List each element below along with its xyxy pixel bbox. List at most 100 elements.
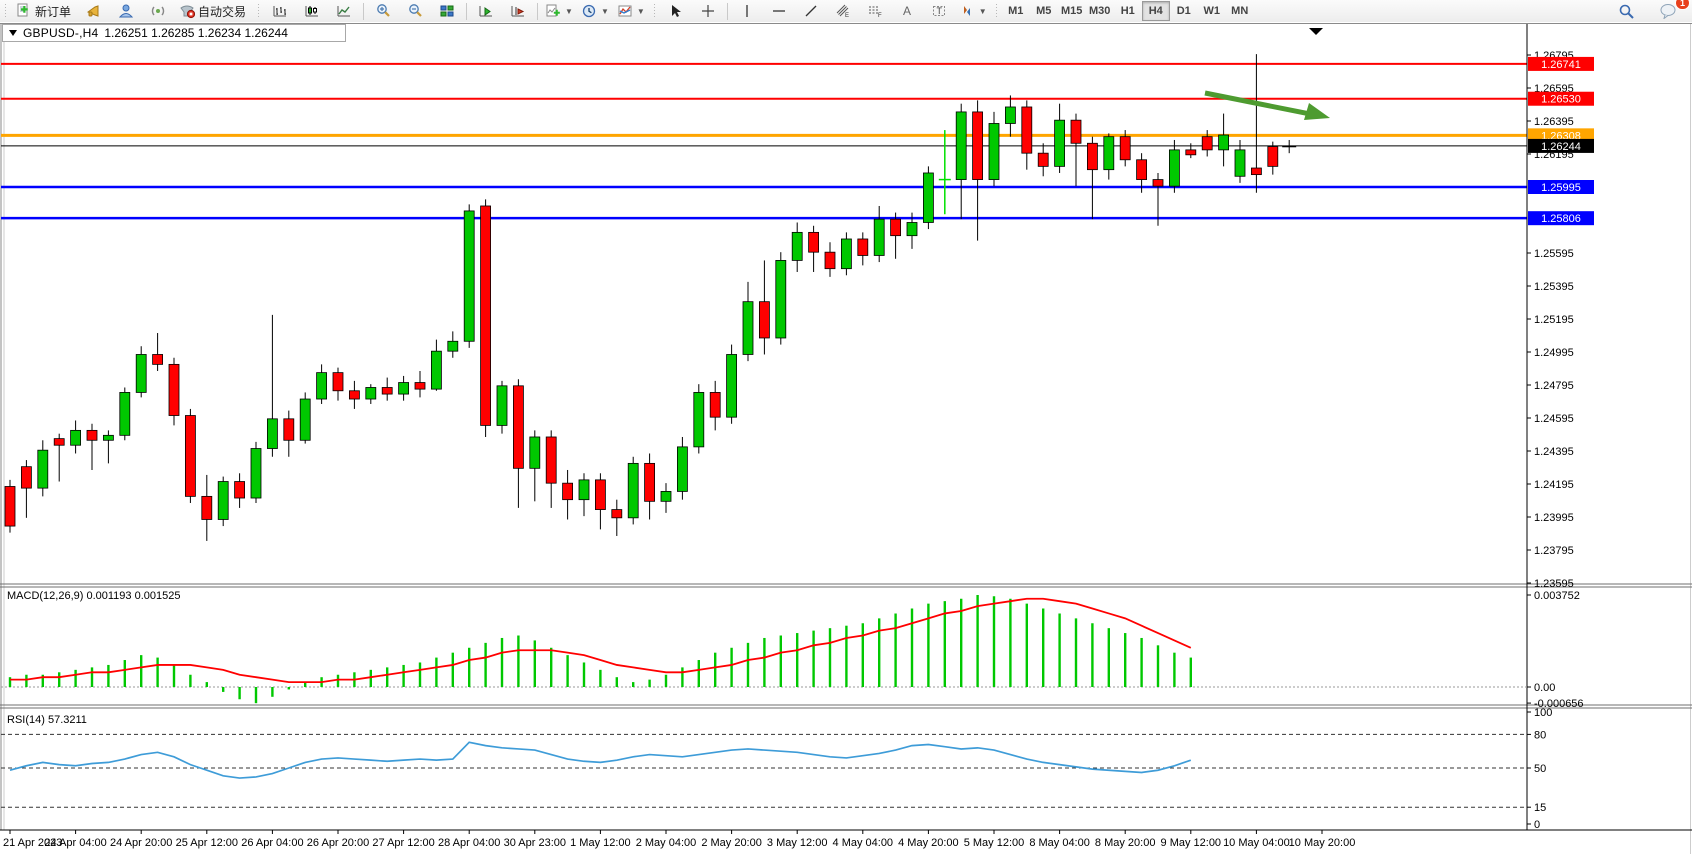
svg-text:0.003752: 0.003752 <box>1534 590 1580 602</box>
chart-frame <box>0 22 1692 854</box>
crosshair-icon <box>700 3 716 19</box>
trendline-icon <box>803 3 819 19</box>
periods-button[interactable]: ▼ <box>577 0 613 22</box>
svg-text:1.26530: 1.26530 <box>1541 94 1581 106</box>
equidistant-channel-button[interactable]: E <box>827 0 859 22</box>
text-label-icon: T <box>931 3 947 19</box>
chart-shift-button[interactable] <box>502 0 534 22</box>
crosshair-button[interactable] <box>692 0 724 22</box>
vertical-line-button[interactable] <box>731 0 763 22</box>
svg-text:A: A <box>903 4 911 18</box>
new-chart-icon <box>545 3 561 19</box>
toolbar-grip[interactable] <box>255 3 263 19</box>
toolbar-grip[interactable] <box>2 3 9 19</box>
svg-text:1.24195: 1.24195 <box>1534 479 1574 491</box>
timeframe-M1[interactable]: M1 <box>1008 5 1024 17</box>
chat-badge: 1 <box>1674 0 1690 10</box>
horizontal-line-button[interactable] <box>763 0 795 22</box>
svg-text:50: 50 <box>1534 763 1546 775</box>
zoom-out-icon <box>407 3 423 19</box>
market-watch-button[interactable] <box>78 0 110 22</box>
new-order-label: 新订单 <box>35 4 72 19</box>
tile-windows-button[interactable] <box>431 0 463 22</box>
annotations-layer[interactable] <box>1204 28 1330 120</box>
svg-text:1 May 12:00: 1 May 12:00 <box>570 837 631 849</box>
timeframe-D1[interactable]: D1 <box>1176 5 1191 17</box>
svg-text:1.25395: 1.25395 <box>1534 281 1574 293</box>
chat-button[interactable]: 1 <box>1652 0 1690 22</box>
svg-text:T: T <box>936 6 942 16</box>
svg-text:1.24795: 1.24795 <box>1534 380 1574 392</box>
arrows-button[interactable]: ▼ <box>955 0 991 22</box>
svg-text:2 May 20:00: 2 May 20:00 <box>701 837 762 849</box>
search-button[interactable] <box>1610 0 1642 22</box>
collapse-triangle-icon[interactable] <box>9 30 17 36</box>
svg-text:1.24995: 1.24995 <box>1534 347 1574 359</box>
svg-text:1.26395: 1.26395 <box>1534 116 1574 128</box>
candlestick-chart-button[interactable] <box>296 0 328 22</box>
timeframe-group: M1 M5 M15 M30 H1 H4 D1 W1 MN <box>1002 1 1254 21</box>
bar-chart-icon <box>272 3 288 19</box>
auto-trading-button[interactable]: 自动交易 <box>174 0 253 22</box>
toolbar-grip[interactable] <box>992 3 1000 19</box>
auto-scroll-button[interactable] <box>470 0 502 22</box>
timeframe-H4[interactable]: H4 <box>1141 1 1170 21</box>
svg-text:9 May 12:00: 9 May 12:00 <box>1161 837 1222 849</box>
cursor-button[interactable] <box>660 0 692 22</box>
symbol-bar[interactable]: GBPUSD-,H4 1.26251 1.26285 1.26234 1.262… <box>2 24 346 42</box>
fibonacci-icon: F <box>867 3 883 19</box>
trend-arrow-head[interactable] <box>1304 103 1330 120</box>
profile-button[interactable] <box>110 0 142 22</box>
level-price-labels: 1.267411.265301.263081.262441.259951.258… <box>1528 56 1594 226</box>
timeframe-M30[interactable]: M30 <box>1089 5 1111 17</box>
chart-shift-icon <box>510 3 526 19</box>
svg-text:80: 80 <box>1534 729 1546 741</box>
trendline-button[interactable] <box>795 0 827 22</box>
toolbar-grip[interactable] <box>650 3 658 19</box>
cursor-icon <box>668 3 684 19</box>
svg-text:24 Apr 20:00: 24 Apr 20:00 <box>110 837 172 849</box>
zoom-out-button[interactable] <box>399 0 431 22</box>
signal-button[interactable] <box>142 0 174 22</box>
price-chart-canvas[interactable]: 1.267951.265951.263951.261951.255951.253… <box>0 22 1692 854</box>
svg-text:0: 0 <box>1534 819 1540 831</box>
svg-text:15: 15 <box>1534 802 1546 814</box>
zoom-in-button[interactable] <box>367 0 399 22</box>
svg-text:25 Apr 12:00: 25 Apr 12:00 <box>176 837 238 849</box>
indicators-button[interactable]: ▼ <box>613 0 649 22</box>
text-label-button[interactable]: T <box>923 0 955 22</box>
text-button[interactable]: A <box>891 0 923 22</box>
candlestick-chart-icon <box>304 3 320 19</box>
svg-text:1.23595: 1.23595 <box>1534 578 1574 590</box>
arrows-icon <box>959 3 975 19</box>
svg-text:26 Apr 04:00: 26 Apr 04:00 <box>241 837 303 849</box>
svg-text:1.26244: 1.26244 <box>1541 141 1581 153</box>
svg-text:2 May 04:00: 2 May 04:00 <box>636 837 697 849</box>
new-chart-button[interactable]: ▼ <box>541 0 577 22</box>
timeframe-W1[interactable]: W1 <box>1203 5 1220 17</box>
svg-text:27 Apr 12:00: 27 Apr 12:00 <box>372 837 434 849</box>
bar-chart-button[interactable] <box>264 0 296 22</box>
svg-text:3 May 12:00: 3 May 12:00 <box>767 837 828 849</box>
line-chart-button[interactable] <box>328 0 360 22</box>
new-order-button[interactable]: 新订单 <box>11 0 78 22</box>
level-lines[interactable] <box>1 62 1527 220</box>
tile-windows-icon <box>439 3 455 19</box>
timeframe-MN[interactable]: MN <box>1231 5 1249 17</box>
timeframe-H1[interactable]: H1 <box>1120 5 1135 17</box>
svg-text:1.25595: 1.25595 <box>1534 248 1574 260</box>
timeframe-M5[interactable]: M5 <box>1036 5 1052 17</box>
chart-shift-marker[interactable] <box>1309 28 1323 35</box>
timeframe-M15[interactable]: M15 <box>1061 5 1083 17</box>
fibonacci-button[interactable]: F <box>859 0 891 22</box>
trend-arrow-line[interactable] <box>1204 90 1309 117</box>
svg-text:21 Apr 2023: 21 Apr 2023 <box>3 837 62 849</box>
chat-icon <box>1659 3 1677 19</box>
signal-icon <box>150 3 166 19</box>
svg-text:E: E <box>845 13 849 19</box>
clock-icon <box>581 3 597 19</box>
profile-icon <box>118 3 134 19</box>
price-axis: 1.267951.265951.263951.261951.255951.253… <box>1526 24 1574 830</box>
svg-text:1.23795: 1.23795 <box>1534 545 1574 557</box>
